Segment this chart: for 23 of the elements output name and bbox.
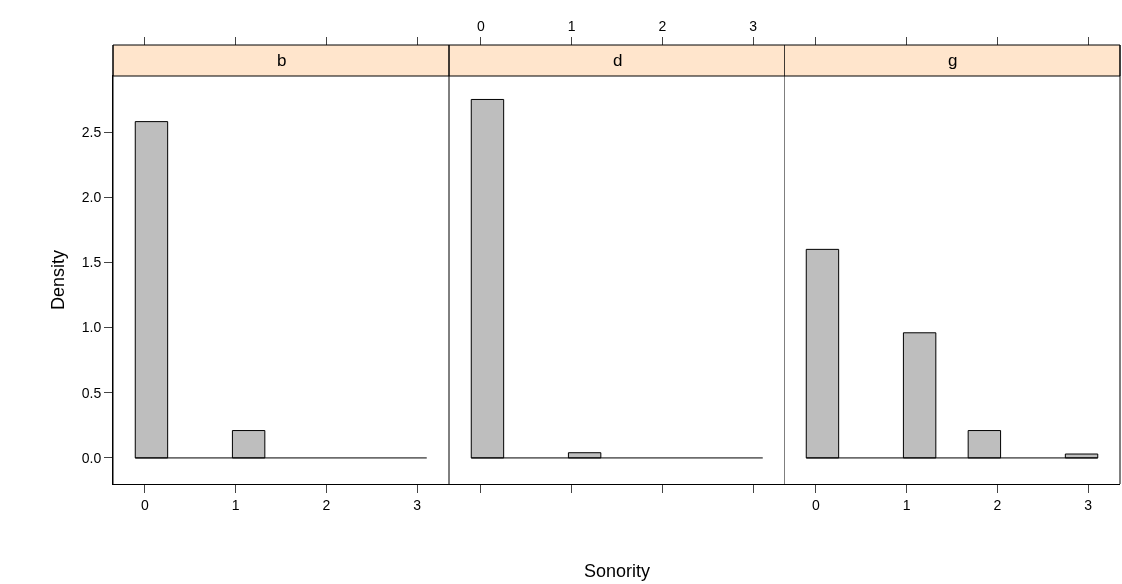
chart-title: d [612, 51, 623, 70]
chart-title: g [948, 51, 958, 70]
x-tick-label: 0 [812, 496, 821, 513]
y-tick-label: 2.0 [81, 189, 102, 206]
x2-tick-label: 1 [567, 18, 576, 35]
chart-title: b [277, 51, 287, 70]
x2-tick-label: 3 [748, 18, 757, 35]
y-tick-label: 0.0 [81, 449, 102, 466]
x-tick-label: 0 [140, 496, 149, 513]
x-tick-label: 2 [993, 496, 1002, 513]
y-axis-title: Density [47, 249, 68, 311]
y-tick-label: 1.5 [81, 254, 102, 271]
x-tick-label: 1 [231, 496, 240, 513]
y-tick-label: 0.5 [81, 384, 102, 401]
x-tick-label: 3 [413, 496, 422, 513]
x-tick-label: 3 [1084, 496, 1093, 513]
y-tick-label: 1.0 [81, 319, 102, 336]
x-tick-label: 1 [903, 496, 912, 513]
x-tick-label: 2 [322, 496, 331, 513]
y-tick-label: 2.5 [81, 123, 102, 140]
x-axis-title: Sonority [583, 561, 650, 581]
x2-tick-label: 2 [658, 18, 667, 35]
x2-tick-label: 0 [476, 18, 485, 35]
